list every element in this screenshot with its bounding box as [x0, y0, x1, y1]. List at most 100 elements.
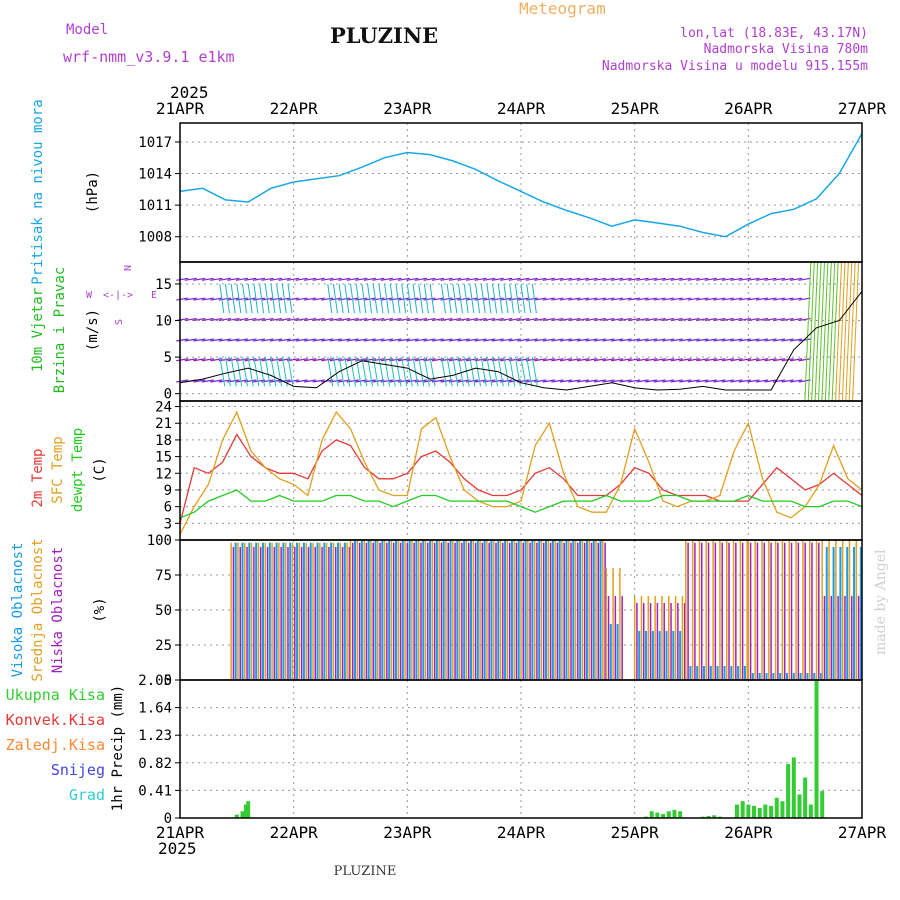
- wind-arrow: [508, 338, 521, 342]
- wind-barb-cyan: [520, 357, 527, 387]
- wind-barb-cyan: [338, 283, 344, 314]
- precip-bar: [803, 777, 808, 818]
- wind-arrow: [414, 277, 428, 281]
- wind-barb-cyan: [276, 283, 282, 314]
- wind-barb-cyan: [389, 357, 396, 387]
- wind-arrow: [355, 277, 368, 281]
- wind-arrow: [457, 277, 470, 281]
- wind-barb-strong: [824, 261, 832, 402]
- wind-arrow: [781, 317, 794, 322]
- wind-arrow: [483, 277, 496, 281]
- wind-arrow: [670, 379, 683, 383]
- wind-arrow: [653, 338, 666, 342]
- wind-arrow: [491, 358, 504, 362]
- temp-dew-line: [179, 489, 863, 519]
- x-tick-bottom-24APR: 24APR: [497, 823, 546, 842]
- temp-y-tick-label: 18: [155, 433, 172, 449]
- wind-arrow: [738, 338, 752, 342]
- panel-frame-0: [179, 122, 863, 263]
- wind-arrow: [329, 338, 342, 342]
- wind-arrow: [423, 358, 436, 362]
- wind-arrow: [201, 317, 214, 322]
- wind-arrow: [491, 317, 504, 322]
- wind-barb-cyan: [384, 357, 391, 387]
- wind-arrow: [389, 379, 402, 383]
- wind-arrow: [304, 317, 317, 322]
- wind-arrow: [568, 379, 581, 383]
- wind-arrow: [380, 338, 393, 342]
- wind-arrow: [534, 338, 547, 342]
- wind-arrow: [355, 379, 368, 383]
- wind-arrow: [585, 338, 598, 342]
- wind-barb-strong: [811, 261, 819, 402]
- temp-y-tick-label: 12: [155, 466, 172, 482]
- wind-barb-cyan: [384, 283, 390, 314]
- wind-barb-cyan: [480, 283, 486, 314]
- wind-arrow: [269, 358, 283, 362]
- x-tick-top-24APR: 24APR: [497, 99, 546, 118]
- wind-arrow: [576, 338, 590, 342]
- wind-arrow: [201, 338, 214, 342]
- wind-y-tick-label: 5: [164, 350, 172, 366]
- coords-text: lon,lat (18.83E, 43.17N): [680, 26, 868, 41]
- wind-arrow: [346, 338, 359, 342]
- wind-arrow: [585, 379, 598, 383]
- wind-arrow: [542, 297, 555, 301]
- wind-arrow: [551, 338, 564, 342]
- wind-arrow: [653, 317, 666, 322]
- temp-unit-label: (C): [92, 457, 108, 482]
- wind-barb-strong: [804, 261, 812, 402]
- wind-arrow: [696, 277, 709, 281]
- wind-arrow: [645, 358, 658, 362]
- wind-arrow: [474, 277, 487, 281]
- wind-arrow: [764, 379, 777, 383]
- wind-barb-strong: [807, 261, 815, 402]
- wind-arrow: [645, 297, 658, 301]
- wind-barb-cyan: [242, 283, 248, 314]
- precip-y-tick-label: 0.82: [138, 756, 172, 772]
- precip-bar: [780, 801, 785, 818]
- wind-arrow: [789, 317, 803, 322]
- wind-arrow: [542, 358, 555, 362]
- wind-arrow: [321, 317, 334, 322]
- wind-arrow: [721, 277, 734, 281]
- wind-arrow: [610, 379, 624, 383]
- cloud-high-label: Visoka Oblacnost: [10, 543, 26, 678]
- wind-barb-cyan: [224, 357, 231, 387]
- wind-arrow: [423, 338, 436, 342]
- wind-arrow: [321, 379, 334, 383]
- wind-arrow: [201, 277, 214, 281]
- wind-arrow: [713, 297, 726, 301]
- wind-arrow: [713, 317, 726, 322]
- panel-frames: [179, 122, 863, 819]
- wind-arrow: [738, 358, 752, 362]
- wind-arrow: [440, 277, 453, 281]
- wind-arrow: [278, 317, 291, 322]
- wind-arrow: [559, 379, 572, 383]
- wind-barb-cyan: [327, 357, 334, 387]
- wind-arrow: [304, 277, 317, 281]
- wind-barb-strong: [845, 261, 853, 402]
- wind-arrow: [372, 358, 385, 362]
- wind-arrow: [662, 338, 675, 342]
- wind-arrow: [662, 358, 675, 362]
- wind-arrow: [218, 338, 231, 342]
- wind-arrow: [372, 379, 385, 383]
- wind-arrow: [295, 277, 308, 281]
- wind-arrow: [355, 338, 368, 342]
- model-elevation-text: Nadmorska Visina u modelu 915.155m: [602, 59, 868, 74]
- x-tick-top-23APR: 23APR: [383, 99, 432, 118]
- wind-arrow: [610, 297, 624, 301]
- wind-arrow: [406, 379, 419, 383]
- wind-arrow: [747, 379, 760, 383]
- axis-labels: Pritisak na nivou mora (hPa) 10m Vjetar Brz…: [6, 99, 157, 811]
- wind-barb-cyan: [367, 283, 373, 314]
- wind-barb-cyan: [531, 357, 538, 387]
- wind-arrow: [593, 317, 607, 322]
- wind-arrow: [295, 317, 308, 322]
- wind-arrow: [184, 358, 197, 362]
- wind-arrow: [184, 297, 197, 301]
- wind-arrow: [679, 297, 692, 301]
- wind-barb-strong: [828, 261, 836, 402]
- wind-arrow: [184, 317, 197, 322]
